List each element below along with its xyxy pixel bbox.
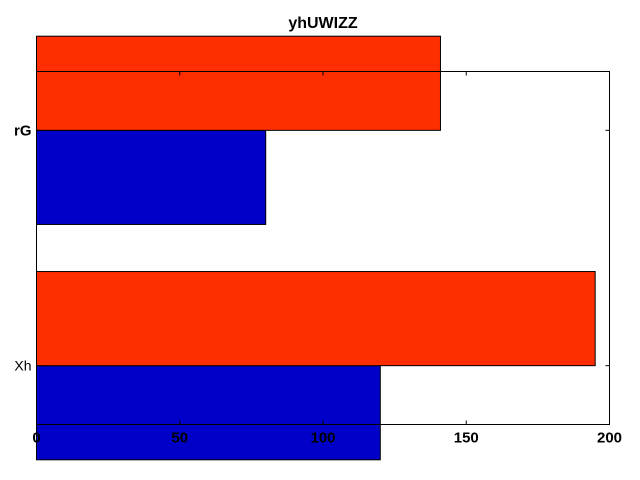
x-axis: 0 50 100 150 200 xyxy=(32,71,622,447)
x-tick-label: 200 xyxy=(597,430,622,447)
x-tick-label: 0 xyxy=(32,430,40,447)
x-tick-label: 50 xyxy=(171,430,188,447)
bars-layer xyxy=(36,35,596,461)
y-tick-label-rG: rG xyxy=(14,122,32,139)
bar-Xh-series-1 xyxy=(36,271,596,367)
chart-title: yhUWIZZ xyxy=(288,15,358,32)
bar-rG-series-1 xyxy=(36,35,441,131)
x-tick-label: 150 xyxy=(454,430,479,447)
y-tick-label-Xh: Xh xyxy=(14,358,31,374)
x-tick-label: 100 xyxy=(310,430,335,447)
bar-rG-series-0 xyxy=(36,129,267,225)
bar-Xh-series-0 xyxy=(36,365,381,461)
y-axis: Xh rG xyxy=(14,122,610,374)
